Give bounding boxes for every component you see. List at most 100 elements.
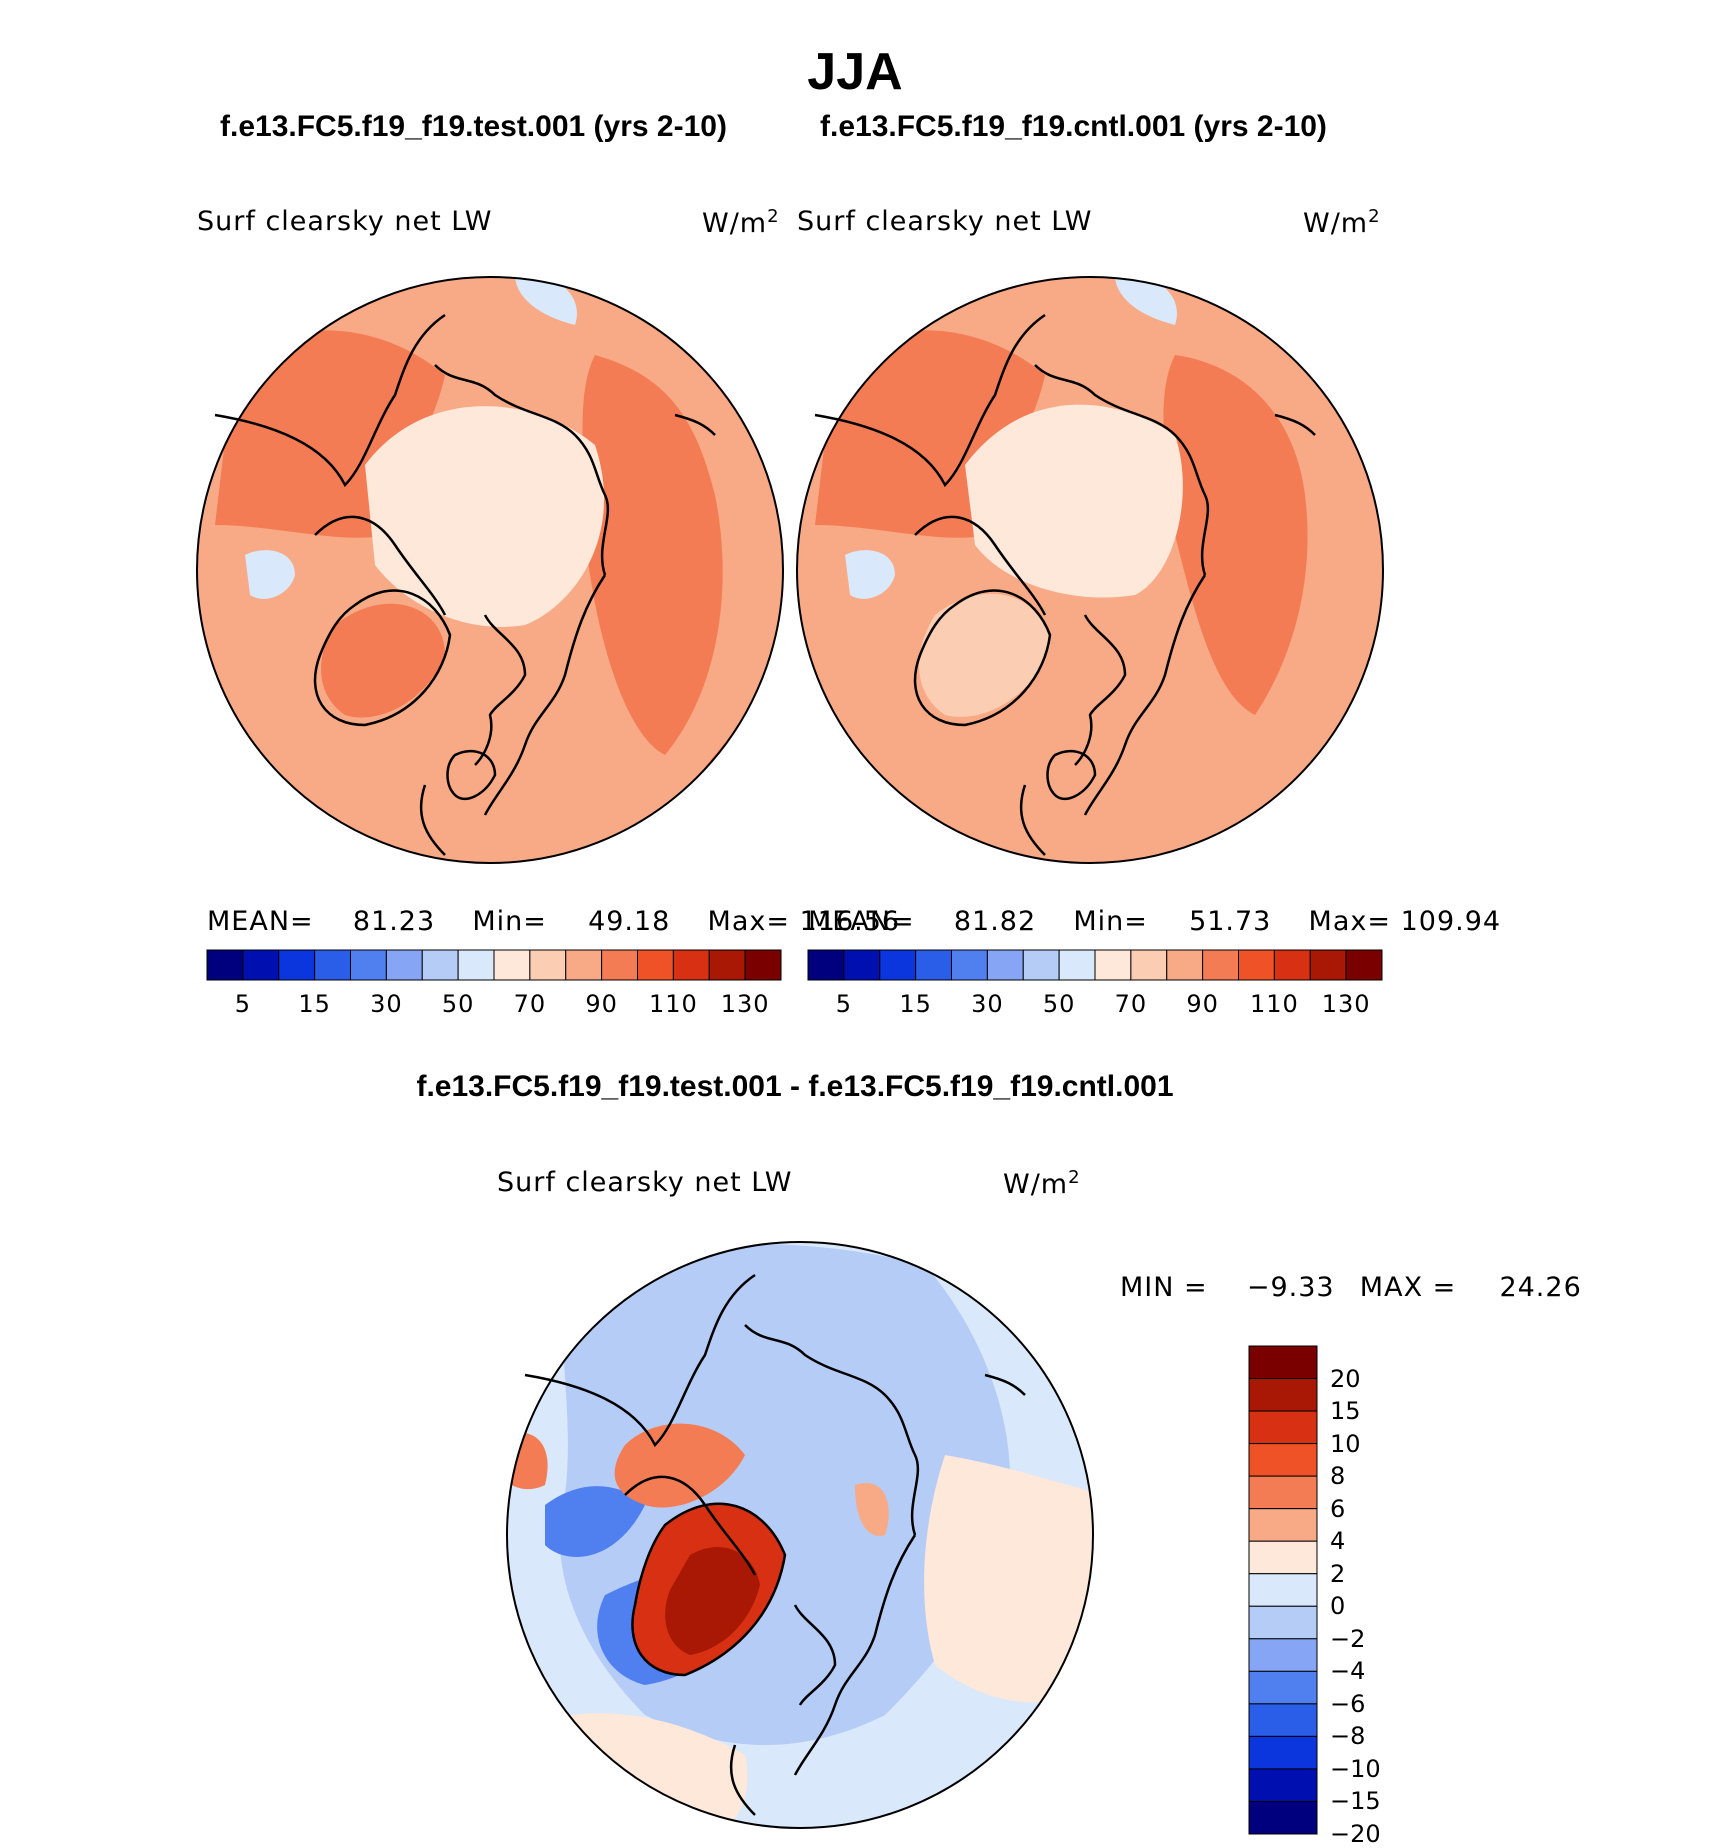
left-colorbar-swatch	[278, 949, 316, 981]
right-colorbar-tick-label: 90	[1186, 990, 1219, 1018]
left-colorbar	[206, 949, 782, 981]
left-map-cool-patch	[515, 277, 577, 325]
left-colorbar-swatch	[493, 949, 531, 981]
right-map-warm-region-eurasia	[1163, 355, 1308, 715]
right-mean-label: MEAN=	[808, 906, 915, 937]
right-variable-label: Surf clearsky net LW	[797, 206, 1093, 237]
right-min-value: 51.73	[1189, 906, 1272, 937]
right-colorbar-swatch	[986, 949, 1024, 981]
difference-map-warm-archipelago	[614, 1423, 745, 1508]
difference-colorbar-swatch	[1248, 1605, 1318, 1640]
difference-colorbar-tick-label: 0	[1330, 1592, 1346, 1621]
difference-colorbar	[1248, 1345, 1318, 1835]
difference-colorbar-swatch	[1248, 1638, 1318, 1672]
difference-polar-map	[506, 1241, 1094, 1829]
left-colorbar-swatch	[672, 949, 710, 981]
right-colorbar-tick-label: 30	[971, 990, 1004, 1018]
difference-colorbar-tick-label: 15	[1330, 1397, 1361, 1426]
right-map-border	[796, 276, 1384, 864]
left-colorbar-swatch	[421, 949, 459, 981]
right-colorbar-swatch	[951, 949, 988, 981]
left-colorbar-tick-label: 30	[370, 990, 403, 1018]
right-colorbar-swatch	[1273, 949, 1311, 981]
difference-colorbar-swatch	[1248, 1800, 1318, 1835]
right-map-cool-patch	[1115, 277, 1177, 325]
right-colorbar-swatch	[1202, 949, 1239, 981]
difference-colorbar-tick-label: −10	[1330, 1754, 1381, 1783]
right-colorbar-swatch	[1130, 949, 1168, 981]
right-colorbar-swatch	[1345, 949, 1383, 981]
right-map-hudson-bay-field	[845, 550, 895, 599]
right-colorbar-swatch	[1238, 949, 1275, 981]
right-max-label: Max=	[1308, 906, 1391, 937]
right-colorbar-swatch	[1309, 949, 1347, 981]
left-map-warm-region-eurasia	[582, 355, 723, 755]
left-colorbar-swatch	[529, 949, 567, 981]
right-colorbar-swatch	[1058, 949, 1096, 981]
right-colorbar-tick-label: 130	[1321, 990, 1371, 1018]
difference-min-label: MIN =	[1120, 1272, 1208, 1303]
left-colorbar-swatch	[206, 949, 244, 981]
difference-variable-label: Surf clearsky net LW	[497, 1167, 793, 1198]
left-colorbar-swatch	[385, 949, 423, 981]
left-units-label: W/m2	[702, 206, 780, 239]
right-colorbar-tick-label: 110	[1249, 990, 1299, 1018]
right-colorbar-swatch	[807, 949, 845, 981]
difference-colorbar-swatch	[1248, 1540, 1318, 1575]
difference-colorbar-tick-label: 8	[1330, 1462, 1346, 1491]
difference-colorbar-swatch	[1248, 1345, 1318, 1380]
left-colorbar-tick-label: 15	[298, 990, 331, 1018]
difference-units-label: W/m2	[1003, 1167, 1081, 1200]
difference-colorbar-swatch	[1248, 1443, 1318, 1477]
right-max-value: 109.94	[1400, 906, 1502, 937]
difference-colorbar-tick-label: −4	[1330, 1657, 1366, 1686]
right-colorbar-swatch	[1166, 949, 1204, 981]
difference-colorbar-tick-label: −6	[1330, 1689, 1366, 1718]
left-min-label: Min=	[472, 906, 547, 937]
left-map-border	[196, 276, 784, 864]
left-case-title: f.e13.FC5.f19_f19.test.001 (yrs 2-10)	[220, 110, 727, 143]
difference-colorbar-swatch	[1248, 1378, 1318, 1412]
left-max-label: Max=	[707, 906, 790, 937]
difference-map-border	[506, 1241, 1094, 1829]
right-colorbar-swatch	[1022, 949, 1060, 981]
left-colorbar-tick-label: 130	[720, 990, 770, 1018]
difference-colorbar-swatch	[1248, 1508, 1318, 1542]
right-polar-map	[796, 276, 1384, 864]
difference-title: f.e13.FC5.f19_f19.test.001 - f.e13.FC5.f…	[416, 1070, 1174, 1103]
left-mean-label: MEAN=	[207, 906, 314, 937]
right-min-label: Min=	[1073, 906, 1148, 937]
difference-max-label: MAX =	[1359, 1272, 1457, 1303]
right-case-title: f.e13.FC5.f19_f19.cntl.001 (yrs 2-10)	[820, 110, 1327, 143]
left-min-value: 49.18	[588, 906, 671, 937]
left-colorbar-swatch	[744, 949, 782, 981]
left-map-hudson-bay-field	[245, 550, 295, 599]
right-colorbar-tick-label: 15	[899, 990, 932, 1018]
difference-colorbar-tick-label: −20	[1330, 1820, 1381, 1848]
left-stats-line: MEAN= 81.23 Min= 49.18 Max= 116.56	[207, 906, 900, 937]
right-colorbar-swatch	[879, 949, 917, 981]
difference-colorbar-swatch	[1248, 1735, 1318, 1770]
right-colorbar-tick-label: 5	[835, 990, 853, 1018]
left-max-value: 116.56	[799, 906, 901, 937]
left-polar-map	[196, 276, 784, 864]
left-colorbar-tick-label: 5	[234, 990, 252, 1018]
difference-min-value: −9.33	[1246, 1272, 1335, 1303]
right-colorbar-tick-label: 70	[1114, 990, 1148, 1018]
figure-title: JJA	[807, 43, 903, 101]
left-colorbar-swatch	[242, 949, 280, 981]
left-mean-value: 81.23	[352, 906, 436, 937]
difference-colorbar-tick-label: 20	[1330, 1364, 1361, 1393]
right-stats-line: MEAN= 81.82 Min= 51.73 Max= 109.94	[808, 906, 1501, 937]
difference-colorbar-tick-label: 4	[1330, 1527, 1346, 1556]
left-colorbar-swatch	[708, 949, 746, 981]
left-colorbar-tick-label: 70	[513, 990, 547, 1018]
left-colorbar-tick-label: 110	[648, 990, 698, 1018]
right-colorbar-swatch	[1094, 949, 1132, 981]
right-colorbar-swatch	[915, 949, 952, 981]
left-colorbar-swatch	[565, 949, 603, 981]
difference-map-warm-siberia	[855, 1483, 889, 1536]
left-colorbar-swatch	[314, 949, 351, 981]
difference-colorbar-swatch	[1248, 1768, 1318, 1802]
right-colorbar	[807, 949, 1383, 981]
